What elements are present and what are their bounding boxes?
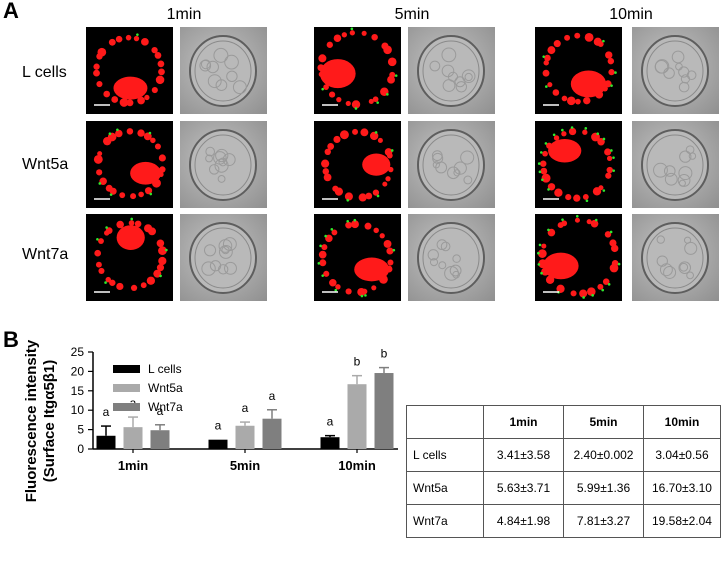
table-header-row: 1min 5min 10min <box>406 405 721 439</box>
legend-label: Wnt5a <box>148 381 183 395</box>
significance-letter: a <box>215 419 222 433</box>
brightfield-image-wnt7a-1min <box>180 214 267 301</box>
column-header-10min: 10min <box>609 6 653 23</box>
bar-wnt5a-1min <box>123 427 143 449</box>
table-cell: 19.58±2.04 <box>643 504 721 538</box>
chart-y-axis-label-line2: (Surface Itgα5β1) <box>41 359 58 483</box>
fluorescence-image-wnt7a-1min <box>86 214 173 301</box>
brightfield-image-wnt7a-10min <box>632 214 719 301</box>
table-header-cell: 10min <box>643 405 721 439</box>
column-header-5min: 5min <box>394 6 430 23</box>
table-row: Wnt5a 5.63±3.71 5.99±1.36 16.70±3.10 <box>406 471 721 505</box>
brightfield-image-l-cells-5min <box>408 27 495 114</box>
table-cell: 5.63±3.71 <box>483 471 564 505</box>
table-cell: 2.40±0.002 <box>563 438 644 472</box>
x-tick-label: 1min <box>118 458 148 473</box>
table-row: Wnt7a 4.84±1.98 7.81±3.27 19.58±2.04 <box>406 504 721 538</box>
table-header-cell: 5min <box>563 405 644 439</box>
bar-l-cells-10min <box>320 437 340 449</box>
brightfield-image-wnt5a-5min <box>408 121 495 208</box>
legend-swatch <box>113 384 140 392</box>
fluorescence-image-l-cells-1min <box>86 27 173 114</box>
significance-letter: b <box>354 355 361 369</box>
fluorescence-image-l-cells-10min <box>535 27 622 114</box>
y-tick-label: 20 <box>71 364 85 378</box>
table-header-cell <box>406 405 484 439</box>
significance-letter: a <box>327 415 334 429</box>
fluorescence-image-wnt7a-5min <box>314 214 401 301</box>
row-header-wnt7a: Wnt7a <box>22 246 69 263</box>
table-cell: 3.41±3.58 <box>483 438 564 472</box>
legend-swatch <box>113 403 140 411</box>
summary-table: 1min 5min 10min L cells 3.41±3.58 2.40±0… <box>406 405 721 538</box>
column-header-1min: 1min <box>166 6 202 23</box>
brightfield-image-l-cells-10min <box>632 27 719 114</box>
chart-y-axis-label: Fluorescence intensity (Surface Itgα5β1) <box>23 316 59 526</box>
legend-label: Wnt7a <box>148 400 183 414</box>
significance-letter: a <box>157 404 164 418</box>
table-cell: 4.84±1.98 <box>483 504 564 538</box>
significance-letter: a <box>242 401 249 415</box>
significance-letter: a <box>130 396 137 410</box>
panel-a-label: A <box>3 0 19 23</box>
table-cell: 16.70±3.10 <box>643 471 721 505</box>
significance-letter: b <box>381 347 388 361</box>
bar-wnt7a-10min <box>374 373 394 449</box>
fluorescence-image-l-cells-5min <box>314 27 401 114</box>
table-cell: L cells <box>406 438 484 472</box>
table-row: L cells 3.41±3.58 2.40±0.002 3.04±0.56 <box>406 438 721 472</box>
bar-l-cells-1min <box>96 435 116 449</box>
y-tick-label: 15 <box>71 384 85 398</box>
bar-wnt5a-5min <box>235 425 255 449</box>
fluorescence-image-wnt7a-10min <box>535 214 622 301</box>
table-cell: Wnt5a <box>406 471 484 505</box>
brightfield-image-wnt5a-1min <box>180 121 267 208</box>
x-tick-label: 5min <box>230 458 260 473</box>
bar-wnt5a-10min <box>347 384 367 449</box>
x-tick-label: 10min <box>338 458 376 473</box>
bar-l-cells-5min <box>208 439 228 449</box>
y-tick-label: 25 <box>71 345 85 359</box>
y-tick-label: 10 <box>71 403 85 417</box>
bar-wnt7a-5min <box>262 418 282 449</box>
brightfield-image-wnt7a-5min <box>408 214 495 301</box>
significance-letter: a <box>103 405 110 419</box>
bar-wnt7a-1min <box>150 430 170 449</box>
significance-letter: a <box>269 389 276 403</box>
row-header-l-cells: L cells <box>22 64 67 81</box>
fluorescence-image-wnt5a-5min <box>314 121 401 208</box>
row-header-wnt5a: Wnt5a <box>22 156 69 173</box>
legend-swatch <box>113 365 140 373</box>
table-cell: 3.04±0.56 <box>643 438 721 472</box>
table-header-cell: 1min <box>483 405 564 439</box>
y-tick-label: 0 <box>77 442 84 456</box>
brightfield-image-l-cells-1min <box>180 27 267 114</box>
chart-y-axis-label-line1: Fluorescence intensity <box>23 339 40 503</box>
panel-b-label: B <box>3 327 19 352</box>
brightfield-image-wnt5a-10min <box>632 121 719 208</box>
fluorescence-image-wnt5a-10min <box>535 121 622 208</box>
fluorescence-image-wnt5a-1min <box>86 121 173 208</box>
table-cell: 7.81±3.27 <box>563 504 644 538</box>
y-tick-label: 5 <box>77 423 84 437</box>
legend-label: L cells <box>148 362 182 376</box>
table-cell: Wnt7a <box>406 504 484 538</box>
table-cell: 5.99±1.36 <box>563 471 644 505</box>
